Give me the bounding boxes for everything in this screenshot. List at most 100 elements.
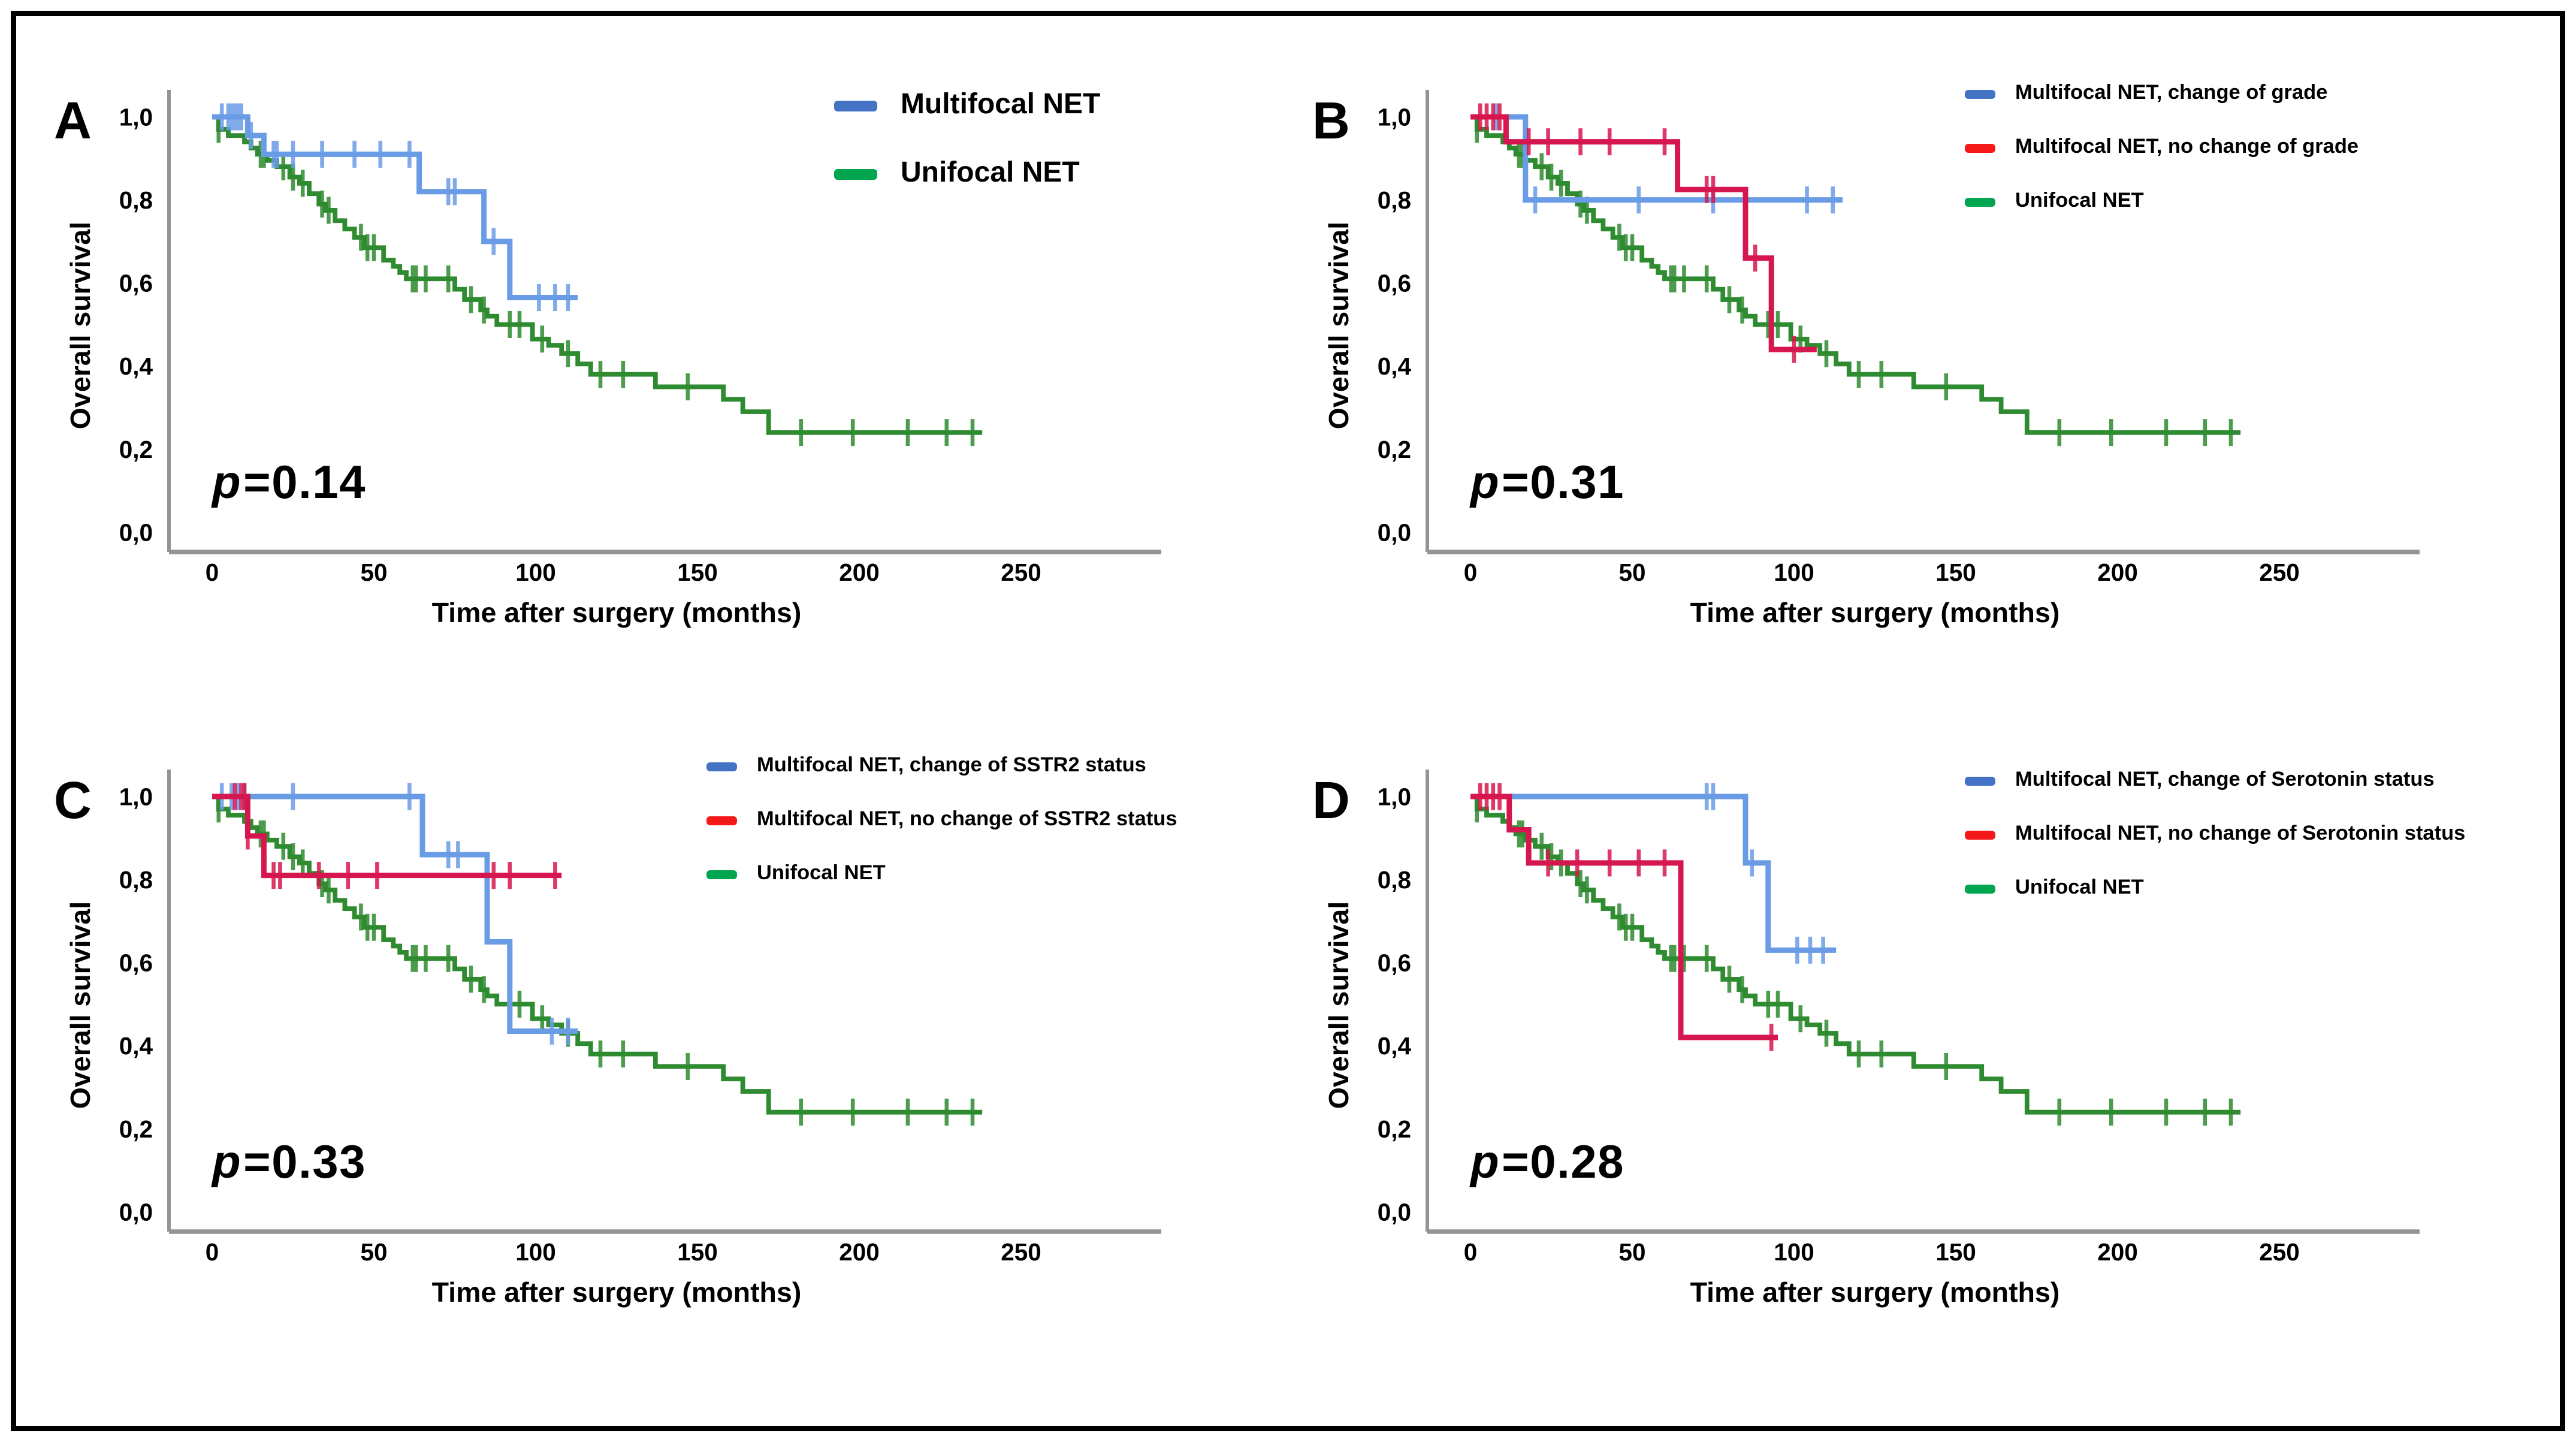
series-unifocal-net [212, 794, 983, 1115]
p-number: =0.31 [1502, 455, 1625, 509]
x-tick-label: 100 [515, 1238, 556, 1266]
y-tick-label: 0,2 [1378, 436, 1411, 463]
series-multifocal-net [212, 114, 578, 300]
x-tick-label: 0 [1464, 1238, 1478, 1266]
p-number: =0.33 [243, 1135, 367, 1188]
x-tick-label: 100 [515, 559, 556, 586]
y-tick-label: 0,8 [119, 186, 153, 214]
legend-swatch [1965, 143, 1995, 152]
censor-marks-unifocal-net [1475, 795, 2233, 1126]
censor-marks-multifocal-net-change-of-serotonin-status [1704, 783, 1825, 964]
censor-marks-multifocal-net [219, 103, 570, 311]
censor-marks-unifocal-net [216, 116, 975, 447]
legend-label: Multifocal NET [901, 90, 1101, 120]
y-tick-label: 1,0 [1378, 783, 1411, 810]
x-tick-label: 150 [677, 1238, 718, 1266]
x-tick-label: 150 [1935, 1238, 1976, 1266]
x-tick-label: 50 [1618, 559, 1645, 586]
series-unifocal-net [1470, 794, 2241, 1115]
panel-c: 0 50 100 150 200 250 1,0 0,8 0,6 0,4 0,2 0,0 C Over… [50, 698, 1300, 1366]
y-tick-label: 0,2 [119, 1115, 153, 1143]
y-tick-label: 0,0 [1378, 1198, 1411, 1226]
legend-swatch [1965, 776, 1995, 785]
censor-marks-multifocal-net-no-change-of-serotonin-status [1478, 783, 1774, 1051]
x-tick-label: 0 [1464, 559, 1478, 586]
legend-item: Multifocal NET, no change of SSTR2 statu… [706, 809, 1177, 831]
y-tick-label: 0,6 [1378, 949, 1411, 977]
p-value: p =0.33 [212, 1135, 366, 1190]
p-value: p =0.28 [1470, 1135, 1624, 1190]
series-unifocal-net [212, 114, 983, 435]
y-tick-label: 0,4 [119, 1032, 153, 1060]
series-multifocal-net-change-of-grade [1470, 114, 1843, 203]
y-tick-label: 0,6 [119, 949, 153, 977]
legend-label: Multifocal NET, change of Serotonin stat… [2015, 770, 2435, 791]
x-tick-label: 200 [839, 1238, 880, 1266]
y-tick-label: 0,8 [1378, 186, 1411, 214]
p-value: p =0.14 [212, 455, 366, 511]
x-axis-title: Time after surgery (months) [431, 1278, 802, 1309]
censor-marks-multifocal-net-no-change-of-sstr2-status [232, 783, 557, 889]
panel-d: 0 50 100 150 200 250 1,0 0,8 0,6 0,4 0,2 0,0 D Over… [1309, 698, 2558, 1366]
legend-swatch [834, 168, 877, 180]
legend-item: Multifocal NET, change of Serotonin stat… [1965, 770, 2465, 791]
x-tick-label: 250 [2259, 559, 2300, 586]
y-tick-label: 0,8 [119, 866, 153, 894]
y-tick-label: 0,8 [1378, 866, 1411, 894]
legend: Multifocal NET, change of SSTR2 status Mu… [706, 755, 1177, 917]
panel-label: B [1312, 93, 1350, 151]
legend: Multifocal NET Unifocal NET [834, 90, 1100, 227]
legend-swatch [706, 869, 737, 879]
censor-marks-unifocal-net [1475, 116, 2233, 447]
x-tick-label: 200 [2097, 1238, 2138, 1266]
legend-swatch [706, 815, 737, 825]
x-tick-label: 0 [206, 1238, 219, 1266]
p-number: =0.28 [1502, 1135, 1625, 1188]
legend-label: Unifocal NET [901, 158, 1080, 189]
x-axis-title: Time after surgery (months) [431, 599, 802, 629]
legend-item: Multifocal NET, no change of Serotonin s… [1965, 823, 2465, 845]
legend-swatch [706, 761, 737, 771]
p-number: =0.14 [243, 455, 367, 509]
legend-item: Multifocal NET, change of SSTR2 status [706, 755, 1177, 777]
p-symbol: p [212, 1135, 242, 1188]
y-axis-title: Overall survival [1325, 901, 1355, 1109]
legend-swatch [1965, 829, 1995, 839]
legend-label: Unifocal NET [2015, 191, 2144, 212]
figure-border [11, 11, 2565, 1431]
panel-a: 0 50 100 150 200 250 1,0 0,8 0,6 0,4 0,2 0,0 A Over… [50, 18, 1300, 687]
legend: Multifocal NET, change of grade Multifoca… [1965, 83, 2358, 245]
p-symbol: p [212, 455, 242, 509]
series-multifocal-net-change-of-sstr2-status [212, 794, 578, 1034]
y-tick-label: 1,0 [119, 103, 153, 131]
x-tick-label: 50 [360, 1238, 387, 1266]
y-axis-title: Overall survival [67, 221, 97, 430]
legend-label: Multifocal NET, no change of Serotonin s… [2015, 823, 2466, 845]
y-tick-label: 0,6 [1378, 270, 1411, 297]
x-tick-label: 200 [2097, 559, 2138, 586]
y-tick-label: 0,0 [119, 518, 153, 546]
legend-label: Unifocal NET [2015, 877, 2144, 899]
series-multifocal-net-no-change-of-serotonin-status [1470, 794, 1778, 1040]
y-tick-label: 0,6 [119, 270, 153, 297]
legend-swatch [1965, 89, 1995, 98]
legend: Multifocal NET, change of Serotonin stat… [1965, 770, 2465, 931]
y-tick-label: 0,4 [1378, 1032, 1412, 1060]
legend-label: Multifocal NET, no change of grade [2015, 137, 2359, 158]
series-multifocal-net-change-of-serotonin-status [1470, 794, 1837, 953]
y-axis-title: Overall survival [67, 901, 97, 1109]
p-value: p =0.31 [1470, 455, 1624, 511]
legend-item: Unifocal NET [706, 863, 1177, 885]
km-chart-a: 0 50 100 150 200 250 1,0 0,8 0,6 0,4 0,2 0,0 [119, 90, 1161, 586]
legend-item: Multifocal NET [834, 90, 1100, 122]
y-tick-label: 0,4 [1378, 352, 1412, 380]
x-tick-label: 250 [1001, 559, 1041, 586]
km-chart-c: 0 50 100 150 200 250 1,0 0,8 0,6 0,4 0,2 0,0 [119, 770, 1161, 1266]
y-axis-title: Overall survival [1325, 221, 1355, 430]
x-tick-label: 100 [1774, 1238, 1814, 1266]
x-axis-title: Time after surgery (months) [1690, 1278, 2060, 1309]
legend-item: Unifocal NET [1965, 877, 2465, 899]
p-symbol: p [1470, 455, 1500, 509]
x-tick-label: 150 [677, 559, 718, 586]
